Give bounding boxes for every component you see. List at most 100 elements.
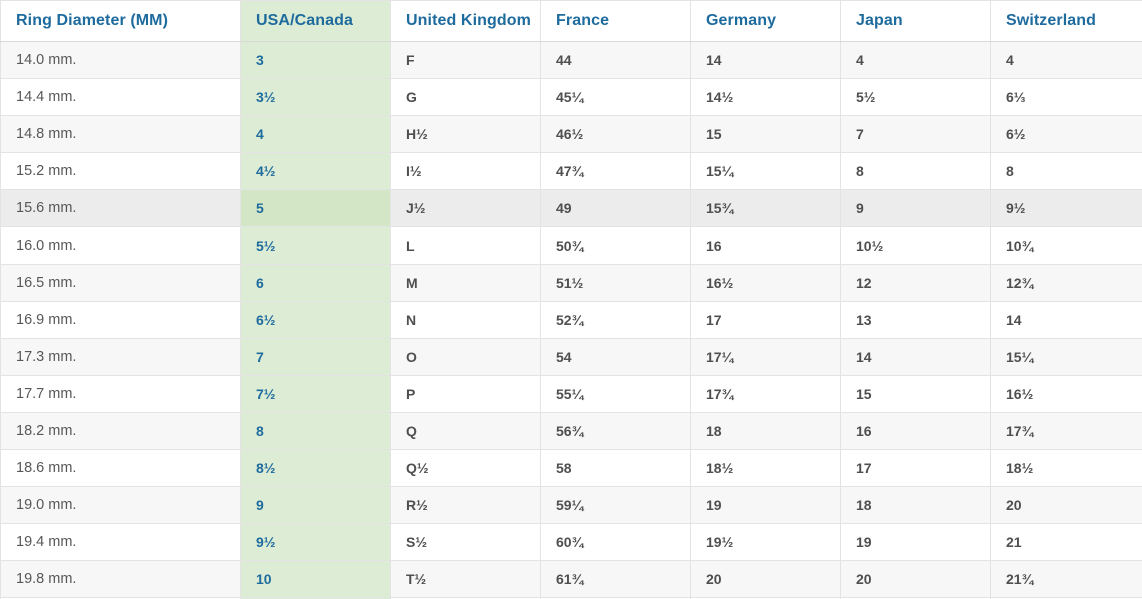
column-header-japan: Japan [840, 0, 991, 42]
cell-germany: 18 [690, 411, 841, 451]
cell-japan: 7 [840, 115, 991, 154]
cell-diameter: 14.0 mm. [0, 40, 241, 80]
cell-diameter: 14.4 mm. [0, 78, 241, 117]
cell-france: 61¾ [540, 560, 691, 599]
table-row: 16.9 mm. 6½ N 52¾ 17 13 14 [0, 300, 1142, 339]
cell-germany: 20 [690, 560, 841, 599]
cell-diameter: 16.5 mm. [0, 263, 241, 302]
cell-japan: 10½ [840, 226, 991, 265]
cell-japan: 5½ [840, 78, 991, 117]
cell-switzerland: 10¾ [990, 226, 1142, 265]
cell-france: 60¾ [540, 523, 691, 562]
cell-france: 50¾ [540, 226, 691, 265]
cell-switzerland: 12¾ [990, 263, 1142, 302]
cell-diameter: 16.0 mm. [0, 226, 241, 265]
cell-japan: 19 [840, 523, 991, 562]
cell-france: 49 [540, 189, 691, 228]
cell-switzerland: 18½ [990, 449, 1142, 488]
cell-france: 52¾ [540, 300, 691, 339]
cell-united_kingdom: P [390, 374, 541, 413]
cell-france: 54 [540, 337, 691, 376]
header-row: Ring Diameter (MM) USA/Canada United Kingd… [0, 0, 1142, 42]
cell-diameter: 16.9 mm. [0, 300, 241, 339]
cell-diameter: 18.6 mm. [0, 449, 241, 488]
cell-switzerland: 6½ [990, 115, 1142, 154]
cell-united_kingdom: M [390, 263, 541, 302]
cell-france: 46½ [540, 115, 691, 154]
cell-diameter: 19.0 mm. [0, 486, 241, 525]
cell-japan: 20 [840, 560, 991, 599]
cell-diameter: 15.6 mm. [0, 189, 241, 228]
cell-japan: 8 [840, 152, 991, 191]
cell-diameter: 14.8 mm. [0, 115, 241, 154]
cell-japan: 9 [840, 189, 991, 228]
cell-united_kingdom: R½ [390, 486, 541, 525]
cell-switzerland: 17¾ [990, 411, 1142, 451]
cell-united_kingdom: H½ [390, 115, 541, 154]
cell-germany: 18½ [690, 449, 841, 488]
cell-usa_canada: 4 [240, 115, 391, 154]
cell-germany: 17 [690, 300, 841, 339]
cell-japan: 12 [840, 263, 991, 302]
cell-united_kingdom: Q [390, 411, 541, 451]
cell-usa_canada: 5 [240, 189, 391, 228]
cell-switzerland: 15¼ [990, 337, 1142, 376]
cell-germany: 15¼ [690, 152, 841, 191]
cell-germany: 17¾ [690, 374, 841, 413]
cell-united_kingdom: G [390, 78, 541, 117]
cell-germany: 19½ [690, 523, 841, 562]
cell-usa_canada: 3 [240, 40, 391, 80]
cell-france: 59¼ [540, 486, 691, 525]
cell-switzerland: 4 [990, 40, 1142, 80]
table-row: 19.8 mm. 10 T½ 61¾ 20 20 21¾ [0, 560, 1142, 599]
table-row: 16.5 mm. 6 M 51½ 16½ 12 12¾ [0, 263, 1142, 302]
cell-france: 47¾ [540, 152, 691, 191]
cell-germany: 15¾ [690, 189, 841, 228]
cell-france: 51½ [540, 263, 691, 302]
cell-usa_canada: 4½ [240, 152, 391, 191]
cell-germany: 15 [690, 115, 841, 154]
cell-diameter: 19.8 mm. [0, 560, 241, 599]
table-row-clipped [0, 597, 1142, 599]
cell-usa_canada: 8½ [240, 449, 391, 488]
column-header-usa_canada: USA/Canada [240, 0, 391, 42]
cell-united_kingdom: S½ [390, 523, 541, 562]
cell-germany: 19 [690, 486, 841, 525]
cell-switzerland: 21 [990, 523, 1142, 562]
cell-switzerland: 16½ [990, 374, 1142, 413]
cell-usa_canada: 3½ [240, 78, 391, 117]
column-header-united_kingdom: United Kingdom [390, 0, 541, 42]
cell-france: 45¼ [540, 78, 691, 117]
table-row: 18.2 mm. 8 Q 56¾ 18 16 17¾ [0, 411, 1142, 451]
cell-japan: 14 [840, 337, 991, 376]
cell-united_kingdom: F [390, 40, 541, 80]
cell-diameter: 19.4 mm. [0, 523, 241, 562]
cell-united_kingdom: O [390, 337, 541, 376]
cell-japan: 17 [840, 449, 991, 488]
cell-united_kingdom: L [390, 226, 541, 265]
cell-germany: 14 [690, 40, 841, 80]
table-row: 17.7 mm. 7½ P 55¼ 17¾ 15 16½ [0, 374, 1142, 413]
cell-switzerland: 6⅓ [990, 78, 1142, 117]
column-header-diameter: Ring Diameter (MM) [0, 0, 241, 42]
table-row: 14.4 mm. 3½ G 45¼ 14½ 5½ 6⅓ [0, 78, 1142, 117]
cell-germany: 16 [690, 226, 841, 265]
cell-switzerland: 21¾ [990, 560, 1142, 599]
table-row: 14.0 mm. 3 F 44 14 4 4 [0, 40, 1142, 80]
cell-united_kingdom: J½ [390, 189, 541, 228]
cell-united_kingdom: I½ [390, 152, 541, 191]
cell-japan: 16 [840, 411, 991, 451]
table-row: 18.6 mm. 8½ Q½ 58 18½ 17 18½ [0, 449, 1142, 488]
cell-germany: 14½ [690, 78, 841, 117]
cell-usa_canada: 5½ [240, 226, 391, 265]
cell-usa_canada: 7½ [240, 374, 391, 413]
cell-japan: 4 [840, 40, 991, 80]
cell-japan: 13 [840, 300, 991, 339]
cell-usa_canada: 7 [240, 337, 391, 376]
cell-diameter: 15.2 mm. [0, 152, 241, 191]
table-row: 14.8 mm. 4 H½ 46½ 15 7 6½ [0, 115, 1142, 154]
table-row: 15.2 mm. 4½ I½ 47¾ 15¼ 8 8 [0, 152, 1142, 191]
cell-france: 58 [540, 449, 691, 488]
